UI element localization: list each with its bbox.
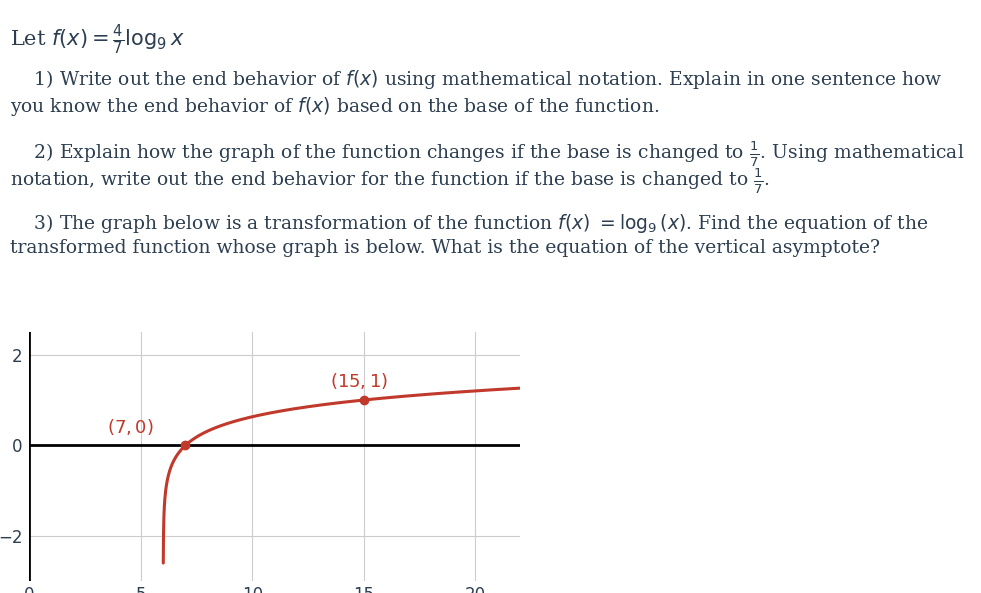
Text: you know the end behavior of $f(x)$ based on the base of the function.: you know the end behavior of $f(x)$ base…	[10, 95, 659, 118]
Text: 3) The graph below is a transformation of the function $f(x) \ = \log_9(x)$. Fin: 3) The graph below is a transformation o…	[10, 212, 928, 235]
Text: $(7, 0)$: $(7, 0)$	[108, 417, 154, 436]
Text: 2) Explain how the graph of the function changes if the base is changed to $\fra: 2) Explain how the graph of the function…	[10, 140, 964, 170]
Text: Let $f(x) = \frac{4}{7}\log_9 x$: Let $f(x) = \frac{4}{7}\log_9 x$	[10, 22, 184, 56]
Text: 1) Write out the end behavior of $f(x)$ using mathematical notation. Explain in : 1) Write out the end behavior of $f(x)$ …	[10, 68, 943, 91]
Text: notation, write out the end behavior for the function if the base is changed to : notation, write out the end behavior for…	[10, 167, 770, 196]
Text: $(15, 1)$: $(15, 1)$	[331, 371, 388, 391]
Text: transformed function whose graph is below. What is the equation of the vertical : transformed function whose graph is belo…	[10, 239, 880, 257]
